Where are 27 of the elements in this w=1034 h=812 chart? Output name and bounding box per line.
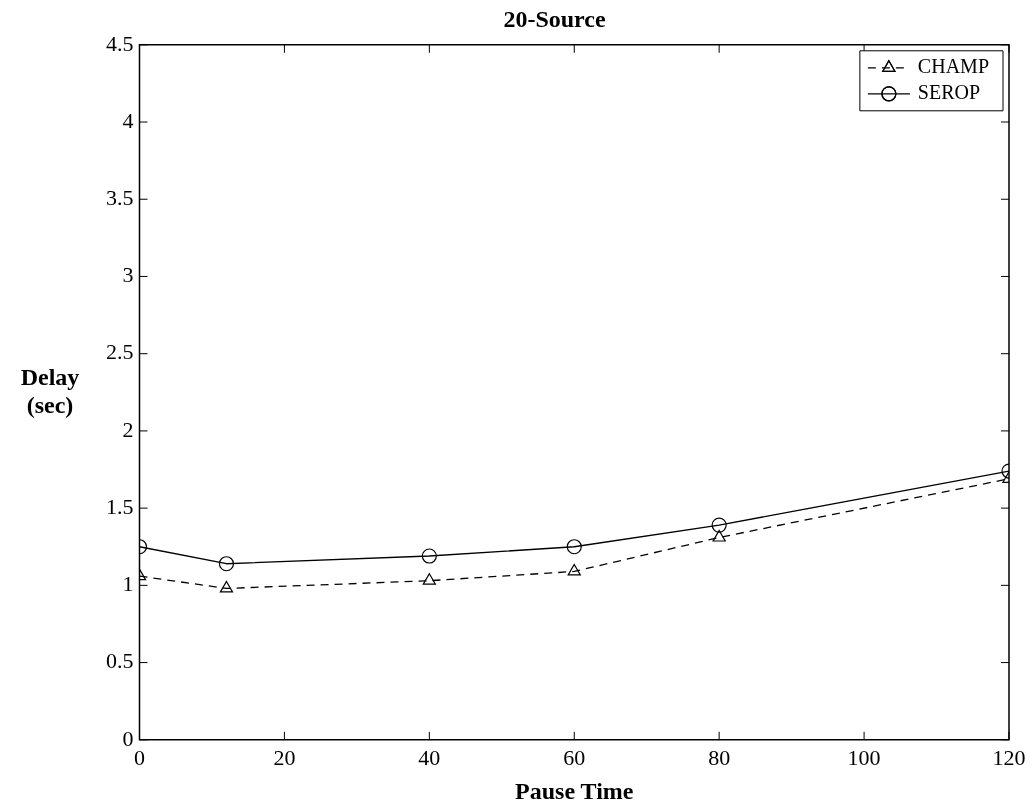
point (712, 529, 726, 542)
point (421, 548, 437, 564)
y-tick-label: 1 (122, 571, 134, 597)
point (711, 517, 727, 533)
x-tick-label: 60 (563, 744, 586, 770)
y-tick-label: 3 (122, 262, 134, 288)
y-tick-label: 2.5 (106, 339, 134, 365)
x-tick-label: 100 (847, 744, 881, 770)
point (566, 539, 582, 555)
x-tick-label: 40 (418, 744, 441, 770)
y-tick-label: 0.5 (106, 648, 134, 674)
x-tick-label: 80 (708, 744, 731, 770)
y-tick-label: 3.5 (106, 185, 134, 211)
point (567, 563, 581, 576)
y-tick-label: 2 (122, 416, 134, 442)
y-axis-title: Delay (sec) (20, 363, 80, 418)
y-tick-label: 0 (122, 725, 134, 751)
x-tick-label: 20 (273, 744, 296, 770)
x-tick-label: 120 (992, 744, 1026, 770)
point (422, 573, 436, 585)
y-tick-label: 1.5 (106, 493, 134, 519)
legend-label: SEROP (917, 81, 981, 104)
y-tick-label: 4.5 (106, 30, 134, 56)
x-axis-title: Pause Time (515, 777, 634, 804)
legend-label: CHAMP (917, 55, 990, 78)
y-tick-label: 4 (122, 107, 134, 133)
chart-title: 20-Source (503, 5, 606, 32)
